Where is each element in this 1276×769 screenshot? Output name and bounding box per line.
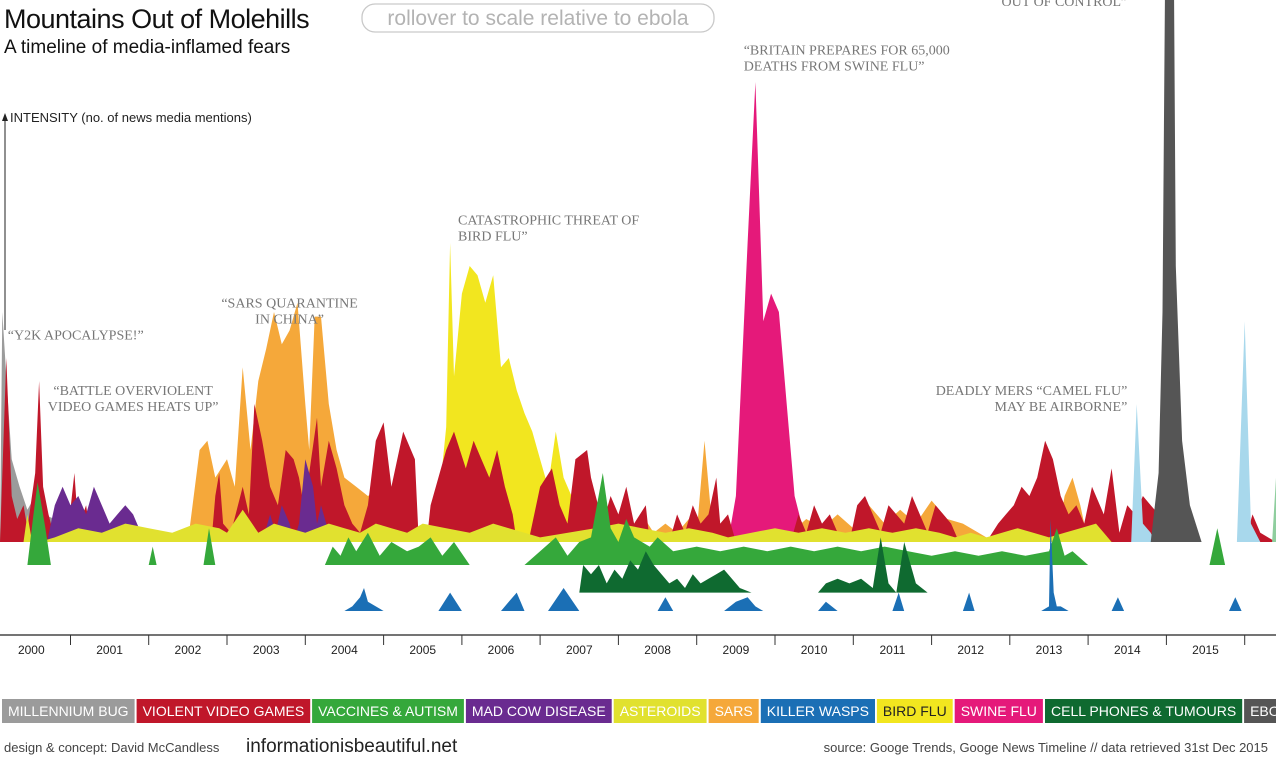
footer-source: source: Googe Trends, Googe News Timelin… <box>824 740 1268 755</box>
x-tick-label-2004: 2004 <box>331 643 358 657</box>
series-area-mers[interactable] <box>1131 321 1261 542</box>
annotation-6: “EBOLA OUTBREAKOUT OF CONTROL” <box>995 0 1127 10</box>
legend-label-cell-phones-and-tumours: CELL PHONES & TUMOURS <box>1051 703 1236 719</box>
legend-item-ebola[interactable]: EBOLA <box>1244 699 1276 723</box>
series-area-cell-phones-and-tumours[interactable] <box>579 537 928 593</box>
annotation-5: DEADLY MERS “CAMEL FLU” MAY BE AIRBORNE” <box>936 384 1128 415</box>
series-area-millennium-bug[interactable] <box>0 312 71 542</box>
x-tick-label-2000: 2000 <box>18 643 45 657</box>
legend-item-violent-video-games[interactable]: VIOLENT VIDEO GAMES <box>136 699 311 723</box>
legend-label-millennium-bug: MILLENNIUM BUG <box>8 703 129 719</box>
legend-label-killer-wasps: KILLER WASPS <box>767 703 869 719</box>
footer-site-link[interactable]: informationisbeautiful.net <box>246 736 458 757</box>
x-tick-label-2003: 2003 <box>253 643 280 657</box>
legend-item-bird-flu[interactable]: BIRD FLU <box>876 699 953 723</box>
legend-label-bird-flu: BIRD FLU <box>883 703 947 719</box>
annotation-2: “SARS QUARANTINE IN CHINA” <box>221 296 358 327</box>
legend-label-mad-cow-disease: MAD COW DISEASE <box>472 703 606 719</box>
series-area-swine-flu[interactable] <box>728 82 807 542</box>
legend-item-vaccines-and-autism[interactable]: VACCINES & AUTISM <box>312 699 464 723</box>
x-tick-label-2014: 2014 <box>1114 643 1141 657</box>
annotation-1: “BATTLE OVERVIOLENT VIDEO GAMES HEATS UP” <box>48 384 219 415</box>
legend-label-vaccines-and-autism: VACCINES & AUTISM <box>318 703 458 719</box>
series-area-ebola[interactable] <box>1150 0 1202 542</box>
chart-title: Mountains Out of Molehills <box>4 4 309 34</box>
x-tick-label-2010: 2010 <box>801 643 828 657</box>
y-axis-arrow-icon <box>2 113 8 121</box>
legend-label-sars: SARS <box>715 703 753 719</box>
series-area-mad-cow-disease[interactable] <box>47 459 337 542</box>
footer-credit: design & concept: David McCandless <box>4 740 220 755</box>
series-area-violent-video-games[interactable] <box>0 358 1276 542</box>
chart-subtitle: A timeline of media-inflamed fears <box>4 37 290 58</box>
legend-label-asteroids: ASTEROIDS <box>620 703 701 719</box>
legend-item-sars[interactable]: SARS <box>708 699 759 723</box>
x-tick-label-2008: 2008 <box>644 643 671 657</box>
x-tick-label-2012: 2012 <box>957 643 984 657</box>
legend-label-swine-flu: SWINE FLU <box>961 703 1037 719</box>
series-area-vaccines-and-autism[interactable] <box>27 473 1226 565</box>
annotation-4: “BRITAIN PREPARES FOR 65,000 DEATHS FROM … <box>744 43 950 74</box>
x-tick-label-2013: 2013 <box>1036 643 1063 657</box>
legend-item-cell-phones-and-tumours[interactable]: CELL PHONES & TUMOURS <box>1045 699 1243 723</box>
legend-item-killer-wasps[interactable]: KILLER WASPS <box>760 699 875 723</box>
x-tick-label-2009: 2009 <box>723 643 750 657</box>
series-area-zika[interactable] <box>1272 266 1276 542</box>
legend-item-swine-flu[interactable]: SWINE FLU <box>954 699 1043 723</box>
x-tick-label-2005: 2005 <box>409 643 436 657</box>
y-axis-label: INTENSITY (no. of news media mentions) <box>10 110 252 125</box>
legend-item-millennium-bug[interactable]: MILLENNIUM BUG <box>2 699 135 723</box>
legend-item-asteroids[interactable]: ASTEROIDS <box>613 699 707 723</box>
legend-label-violent-video-games: VIOLENT VIDEO GAMES <box>143 703 305 719</box>
rollover-scale-label: rollover to scale relative to ebola <box>387 7 688 30</box>
x-tick-label-2001: 2001 <box>96 643 123 657</box>
x-tick-label-2006: 2006 <box>488 643 515 657</box>
legend-label-ebola: EBOLA <box>1250 703 1276 719</box>
annotation-3: CATASTROPHIC THREAT OF BIRD FLU” <box>458 214 639 245</box>
series-area-asteroids[interactable] <box>23 509 1112 542</box>
annotation-0: “Y2K APOCALYPSE!” <box>8 329 144 344</box>
x-tick-label-2007: 2007 <box>566 643 593 657</box>
x-tick-label-2011: 2011 <box>879 643 905 657</box>
rollover-scale-button[interactable]: rollover to scale relative to ebola <box>361 3 715 33</box>
x-tick-label-2002: 2002 <box>175 643 202 657</box>
legend-item-mad-cow-disease[interactable]: MAD COW DISEASE <box>465 699 612 723</box>
x-tick-label-2015: 2015 <box>1192 643 1219 657</box>
